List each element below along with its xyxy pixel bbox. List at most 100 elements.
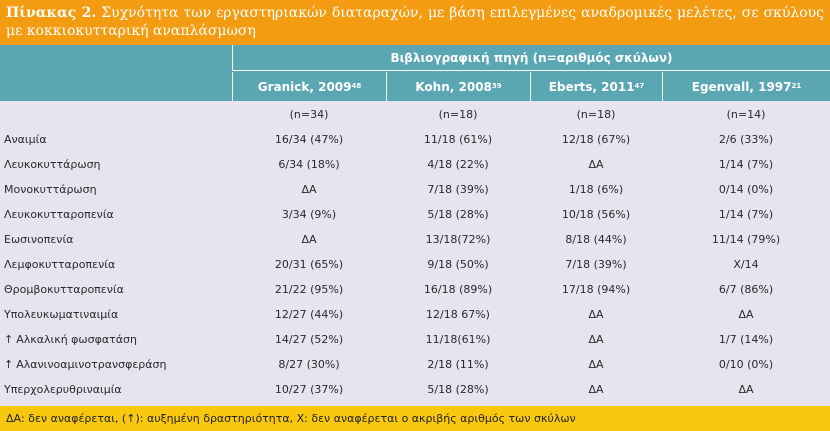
table-cell: (n=18) [576,107,616,121]
column-header-eberts: Eberts, 2011 47 [530,72,662,101]
table-body: (n=34) (n=18) (n=18) (n=14) Αναιμία 16/3… [0,101,830,406]
table-cell: (n=14) [726,107,766,121]
table-caption: Πίνακας 2. Συχνότητα των εργαστηριακών δ… [0,0,830,45]
column-header-name: Granick, 2009 [257,79,352,94]
row-label-text: Υπολευκωματιναιμία [4,307,119,321]
table-cell: 0/10 (0%) [718,357,774,371]
sample-size-row: (n=34) (n=18) (n=18) (n=14) [0,102,830,126]
arrow-up-icon: ↑ [4,332,14,346]
table-cell: 7/18 (39%) [427,182,489,196]
row-label: Λεμφοκυτταροπενία [0,252,232,276]
row-label-text: Εωσινοπενία [4,232,74,246]
table-cell: (n=34) [289,107,329,121]
source-group-header: Βιβλιογραφική πηγή (n=αριθμός σκύλων) [232,45,830,71]
table-cell: 5/18 (28%) [427,207,489,221]
table-header: Βιβλιογραφική πηγή (n=αριθμός σκύλων) Gr… [0,45,830,101]
table-cell: 10/27 (37%) [274,382,344,396]
table-cell: 1/14 (7%) [718,207,774,221]
row-label-text: Υπερχολερυθριναιμία [4,382,122,396]
table-cell: 8/27 (30%) [278,357,340,371]
table-cell: 21/22 (95%) [274,282,344,296]
table-cell: Χ/14 [733,257,759,271]
table-cell: 13/18(72%) [425,232,491,246]
row-label: Μονοκυττάρωση [0,177,232,201]
row-label-text: Αλκαλική φωσφατάση [16,332,137,346]
row-label-text: Λευκοκυτταροπενία [4,207,114,221]
table-cell: 11/18 (61%) [423,132,493,146]
table-row: Αναιμία 16/34 (47%) 11/18 (61%) 12/18 (6… [0,127,830,151]
caption-text: Συχνότητα των εργαστηριακών διαταραχών, … [6,5,825,39]
table-cell: 5/18 (28%) [427,382,489,396]
column-header-kohn: Kohn, 2008 39 [386,72,530,101]
table-cell: 1/18 (6%) [568,182,624,196]
table-cell: ΔΑ [738,382,754,396]
table-cell: 12/18 (67%) [561,132,631,146]
table-cell: 6/7 (86%) [718,282,774,296]
row-label: ↑ Αλανινοαμινοτρανσφεράση [0,352,232,376]
table-cell: ΔΑ [588,332,604,346]
row-label: Αναιμία [0,127,232,151]
table-cell: ΔΑ [588,157,604,171]
table-row: Υπολευκωματιναιμία 12/27 (44%) 12/18 67%… [0,302,830,326]
row-label-text: Λευκοκυττάρωση [4,157,101,171]
table-cell: 16/34 (47%) [274,132,344,146]
table-cell: 1/14 (7%) [718,157,774,171]
table-cell: 12/18 67%) [426,307,490,321]
column-header-name: Eberts, 2011 [548,79,635,94]
row-label: Λευκοκυττάρωση [0,152,232,176]
table-cell: 2/6 (33%) [718,132,774,146]
table-row: Εωσινοπενία ΔΑ 13/18(72%) 8/18 (44%) 11/… [0,227,830,251]
table-cell: 11/14 (79%) [711,232,781,246]
table-row: Υπερχολερυθριναιμία 10/27 (37%) 5/18 (28… [0,377,830,401]
column-header-name: Egenvall, 1997 [691,79,792,94]
table-cell: ΔΑ [588,307,604,321]
table-row: Θρομβοκυτταροπενία 21/22 (95%) 16/18 (89… [0,277,830,301]
row-label-text: Μονοκυττάρωση [4,182,97,196]
table-cell: 14/27 (52%) [274,332,344,346]
table-cell: 0/14 (0%) [718,182,774,196]
row-label: Θρομβοκυτταροπενία [0,277,232,301]
table-row: Λεμφοκυτταροπενία 20/31 (65%) 9/18 (50%)… [0,252,830,276]
column-header-name: Kohn, 2008 [415,79,492,94]
table-cell: 17/18 (94%) [561,282,631,296]
table-row: Λευκοκυτταροπενία 3/34 (9%) 5/18 (28%) 1… [0,202,830,226]
table-cell: 4/18 (22%) [427,157,489,171]
table-cell: 10/18 (56%) [561,207,631,221]
row-label-text: Θρομβοκυτταροπενία [4,282,124,296]
table-footnote: ΔΑ: δεν αναφέρεται, (↑): αυξημένη δραστη… [0,406,830,431]
row-label-text: Αναιμία [4,132,47,146]
table-cell: ΔΑ [301,182,317,196]
table-cell: 12/27 (44%) [274,307,344,321]
table-cell: 7/18 (39%) [565,257,627,271]
table-cell: 8/18 (44%) [565,232,627,246]
column-header-granick: Granick, 2009 48 [232,72,386,101]
table-row: Λευκοκυττάρωση 6/34 (18%) 4/18 (22%) ΔΑ … [0,152,830,176]
table-cell: ΔΑ [738,307,754,321]
table-cell: 11/18(61%) [425,332,491,346]
table-cell: 3/34 (9%) [281,207,337,221]
table-cell: ΔΑ [301,232,317,246]
table-cell: ΔΑ [588,382,604,396]
arrow-up-icon: ↑ [4,357,14,371]
row-label: ↑ Αλκαλική φωσφατάση [0,327,232,351]
table-cell: 1/7 (14%) [718,332,774,346]
row-label: Υπολευκωματιναιμία [0,302,232,326]
row-label: Υπερχολερυθριναιμία [0,377,232,401]
row-label: Λευκοκυτταροπενία [0,202,232,226]
table-row: Μονοκυττάρωση ΔΑ 7/18 (39%) 1/18 (6%) 0/… [0,177,830,201]
table-cell: 6/34 (18%) [278,157,340,171]
table-cell: 2/18 (11%) [427,357,489,371]
table-cell: 9/18 (50%) [427,257,489,271]
column-header-egenvall: Egenvall, 1997 21 [662,72,830,101]
table-cell: (n=18) [438,107,478,121]
row-label-text: Αλανινοαμινοτρανσφεράση [16,357,167,371]
table-row: ↑ Αλανινοαμινοτρανσφεράση 8/27 (30%) 2/18… [0,352,830,376]
table-cell: ΔΑ [588,357,604,371]
row-label-text: Λεμφοκυτταροπενία [4,257,116,271]
caption-lead: Πίνακας 2. [6,5,97,21]
table-cell: 20/31 (65%) [274,257,344,271]
table-cell: 16/18 (89%) [423,282,493,296]
row-label: Εωσινοπενία [0,227,232,251]
table-row: ↑ Αλκαλική φωσφατάση 14/27 (52%) 11/18(61… [0,327,830,351]
